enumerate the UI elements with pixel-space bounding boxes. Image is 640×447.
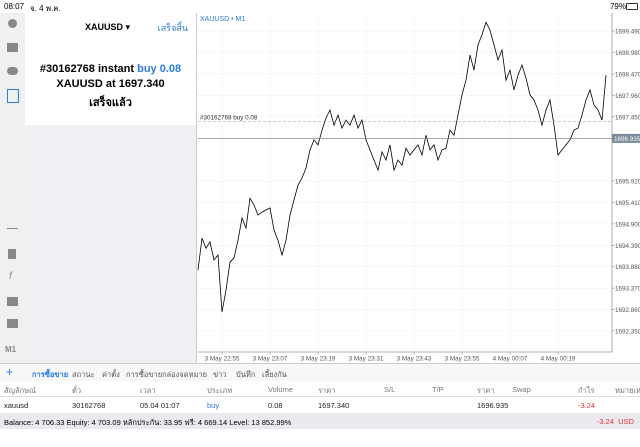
cell: 0.08 (268, 401, 283, 410)
order-line-2: XAUUSD at 1697.340 (25, 78, 196, 90)
tab[interactable]: เลี้ยงกัน (262, 370, 287, 379)
y-tick-label: 1692.860 (615, 307, 640, 314)
time: 08:07 (4, 2, 25, 11)
x-tick-label: 4 May 00:19 (541, 356, 576, 363)
balance-bar: Balance: 4 706.33 Equity: 4 703.09 หลักป… (0, 413, 640, 429)
current-price-label: 1696.935 (614, 136, 640, 143)
chart-title: XAUUSD • M1 (200, 16, 245, 23)
cell: 30162768 (72, 401, 106, 410)
order-symbol-at: XAUUSD at (56, 78, 116, 90)
currency: USD (618, 417, 634, 426)
battery: 79% (609, 2, 626, 11)
icon-new-order[interactable] (7, 89, 19, 103)
icon-chat[interactable] (7, 67, 18, 75)
tab[interactable]: กล่องจดหมาย (162, 370, 208, 379)
tab[interactable]: การซื้อขาย (32, 370, 69, 379)
order-action: buy 0.08 (137, 63, 182, 75)
column-header: Swap (512, 385, 531, 394)
column-header: เวลา (140, 386, 156, 395)
column-header: T/P (432, 385, 444, 394)
timeframe[interactable]: M1 (5, 345, 17, 354)
order-line-label: #30162768 buy 0.08 (200, 114, 258, 121)
column-header: ประเภท (207, 386, 233, 395)
icon-crosshair[interactable] (7, 228, 18, 229)
tab[interactable]: ข่าว (213, 370, 227, 379)
y-tick-label: 1698.980 (615, 50, 640, 57)
column-header: กำไร (578, 386, 595, 395)
cell: -3.24 (578, 401, 596, 410)
chart: XAUUSD • M1 1699.490 1698.980 1698.470 1697… (197, 13, 640, 363)
y-tick-label: 1698.470 (615, 71, 640, 78)
column-header: หมายเหตุ (615, 386, 640, 395)
column-header: ราคา (477, 386, 495, 395)
column-header: S/L (384, 385, 396, 394)
tab[interactable]: ค่าตั้ง (102, 370, 120, 379)
x-tick-label: 3 May 23:19 (301, 356, 336, 363)
y-tick-label: 1697.450 (615, 114, 640, 121)
order-price: 1697.340 (118, 78, 165, 90)
total-profit: -3.24 (596, 417, 614, 426)
order-line-1: #30162768 instant buy 0.08 (25, 63, 196, 75)
tab[interactable]: บันทึก (236, 370, 256, 379)
add-button[interactable]: + (6, 365, 14, 379)
current-price-box (612, 133, 640, 143)
icon-templates[interactable] (7, 319, 18, 328)
y-tick-label: 1697.960 (615, 93, 640, 100)
balance-text: Balance: 4 706.33 Equity: 4 703.09 หลักป… (4, 418, 292, 427)
column-header: สัญลักษณ์ (4, 386, 37, 395)
x-tick-label: 3 May 23:07 (253, 356, 288, 363)
y-tick-label: 1693.880 (615, 264, 640, 271)
cell: buy (207, 401, 220, 410)
panel-background (25, 125, 197, 363)
x-tick-label: 4 May 00:07 (493, 356, 528, 363)
order-ticket: #30162768 instant (39, 63, 135, 75)
chart-background (197, 13, 640, 363)
column-header: ราคา (318, 386, 336, 395)
sidebar: f M1 (0, 13, 26, 363)
x-tick-label: 3 May 23:43 (397, 356, 432, 363)
x-tick-label: 3 May 22:55 (205, 356, 240, 363)
cell: 05.04 01:07 (140, 401, 180, 410)
x-tick-label: 3 May 23:31 (349, 356, 384, 363)
x-tick-label: 3 May 23:55 (445, 356, 480, 363)
y-tick-label: 1695.410 (615, 200, 640, 207)
table-row: xauusd 30162768 05.04 01:07 buy 0.08 1697.340… (0, 397, 640, 412)
column-header: ตั๋ว (72, 386, 82, 395)
cell: 1697.340 (318, 401, 350, 410)
y-tick-label: 1694.900 (615, 221, 640, 228)
date: จ. 4 พ.ค. (30, 4, 61, 13)
order-status: เสร็จแล้ว (89, 97, 132, 109)
tab[interactable]: การซื้อขาย (126, 370, 163, 379)
icon-chart[interactable] (7, 43, 18, 52)
y-tick-label: 1692.350 (615, 328, 640, 335)
cell: 1696.935 (477, 401, 509, 410)
battery-icon (626, 3, 638, 10)
order-panel: XAUUSD ▾ เสร็จสิ้น #30162768 instant buy… (25, 13, 197, 125)
tab-bar: + การซื้อขาย สถานะ ค่าตั้ง การซื้อขาย กล่องจ… (0, 363, 640, 381)
y-tick-label: 1699.490 (615, 29, 640, 36)
status-bar: 08:07 จ. 4 พ.ค. 79% (0, 0, 640, 13)
done-button[interactable]: เสร็จสิ้น (157, 23, 188, 33)
icon-candles[interactable] (8, 249, 16, 259)
icon-objects[interactable] (7, 297, 18, 306)
column-header: Volume (268, 385, 294, 394)
icon-indicators[interactable]: f (9, 271, 12, 282)
y-tick-label: 1695.920 (615, 179, 640, 186)
price-line (197, 21, 607, 313)
cell: xauusd (4, 401, 29, 410)
icon-quotes[interactable] (8, 19, 17, 28)
tab[interactable]: สถานะ (72, 370, 95, 379)
table-header: สัญลักษณ์ ตั๋ว เวลา ประเภท Volume ราคา S/L T/P ร… (0, 381, 640, 397)
order-symbol[interactable]: XAUUSD ▾ (85, 22, 131, 32)
y-tick-label: 1694.390 (615, 243, 640, 250)
y-tick-label: 1693.370 (615, 286, 640, 293)
